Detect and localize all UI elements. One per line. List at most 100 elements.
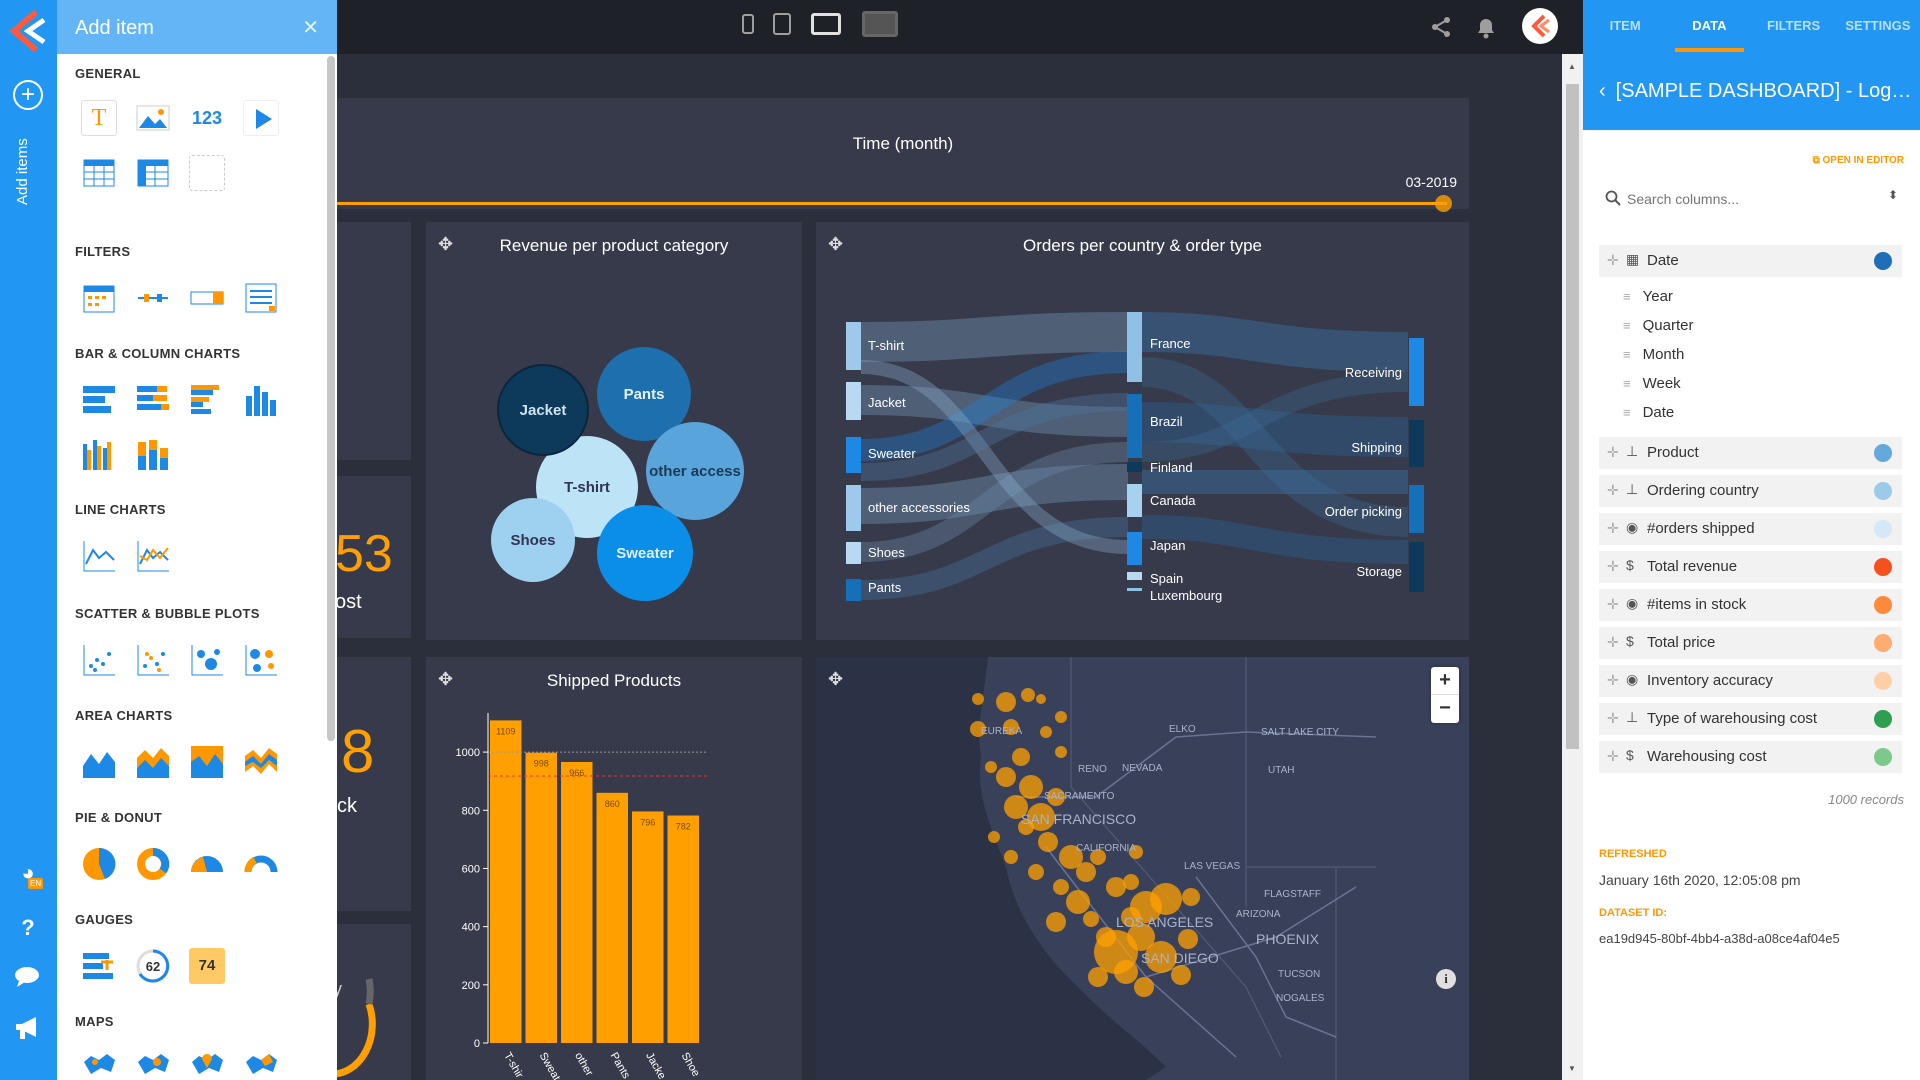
- close-icon[interactable]: ✕: [302, 17, 319, 39]
- bullet-gauge-icon[interactable]: [81, 948, 117, 984]
- column-color-swatch[interactable]: [1874, 748, 1892, 766]
- grouped-column-icon[interactable]: [81, 436, 117, 472]
- line-chart-icon[interactable]: [81, 538, 117, 574]
- pivot-table-icon[interactable]: [135, 155, 171, 191]
- desktop-view-icon[interactable]: [862, 11, 898, 37]
- streamgraph-icon[interactable]: [243, 744, 279, 780]
- list-filter-icon[interactable]: [243, 280, 279, 316]
- map-info-icon[interactable]: i: [1436, 969, 1456, 989]
- app-logo-icon[interactable]: [6, 8, 50, 54]
- move-handle-icon[interactable]: ✥: [438, 234, 454, 254]
- move-handle-icon[interactable]: ✥: [828, 669, 844, 689]
- column-row[interactable]: ✛ ⊥ Ordering country: [1599, 475, 1902, 507]
- expand-icon[interactable]: ✛: [1607, 482, 1619, 498]
- bubble-pants[interactable]: [597, 347, 691, 441]
- bubble-map-icon[interactable]: [135, 1048, 171, 1080]
- tab-data[interactable]: DATA: [1667, 0, 1751, 52]
- column-row[interactable]: ✛ ◉ Inventory accuracy: [1599, 665, 1902, 697]
- scroll-down-icon[interactable]: ▼: [1568, 1064, 1576, 1073]
- open-in-editor-link[interactable]: ⧉ OPEN IN EDITOR: [1813, 155, 1904, 166]
- bubble-other-accessories[interactable]: [646, 422, 744, 520]
- column-row[interactable]: ✛ ⊥ Type of warehousing cost: [1599, 703, 1902, 735]
- expand-icon[interactable]: ✛: [1607, 634, 1619, 650]
- dataset-title[interactable]: [SAMPLE DASHBOARD] - Log…: [1615, 80, 1912, 102]
- number-item-icon[interactable]: 123: [191, 108, 223, 128]
- search-columns[interactable]: ⬍: [1599, 186, 1902, 212]
- scroll-up-icon[interactable]: ▲: [1568, 62, 1576, 71]
- bubble-shoes[interactable]: [491, 498, 575, 582]
- expand-icon[interactable]: ✛: [1607, 672, 1619, 688]
- expand-icon[interactable]: ✛: [1607, 252, 1619, 268]
- text-item-icon[interactable]: T: [81, 100, 117, 136]
- dropdown-filter-icon[interactable]: [189, 280, 225, 316]
- column-row[interactable]: ✛ ⊥ Product: [1599, 437, 1902, 469]
- bar-chart-icon[interactable]: [81, 382, 117, 418]
- column-color-swatch[interactable]: [1874, 444, 1892, 462]
- share-icon[interactable]: [1430, 16, 1452, 38]
- column-color-swatch[interactable]: [1874, 558, 1892, 576]
- column-row[interactable]: ✛ ◉ #items in stock: [1599, 589, 1902, 621]
- half-donut-icon[interactable]: [243, 846, 279, 882]
- date-level-year[interactable]: ≡ Year: [1623, 288, 1673, 305]
- marker-map-icon[interactable]: [189, 1048, 225, 1080]
- column-row[interactable]: ✛ $ Warehousing cost: [1599, 741, 1902, 773]
- map-canvas[interactable]: EUREKA ELKO SALT LAKE CITY RENO NEVADA U…: [816, 657, 1469, 1080]
- megaphone-icon[interactable]: [12, 1015, 44, 1047]
- date-level-quarter[interactable]: ≡ Quarter: [1623, 317, 1693, 334]
- date-level-month[interactable]: ≡ Month: [1623, 346, 1684, 363]
- column-row[interactable]: ✛ $ Total revenue: [1599, 551, 1902, 583]
- add-items-label[interactable]: Add items: [14, 138, 31, 205]
- tablet-view-icon[interactable]: [773, 13, 791, 35]
- column-color-swatch[interactable]: [1874, 672, 1892, 690]
- column-date-color[interactable]: [1874, 252, 1892, 270]
- column-date[interactable]: ✛ ▦ Date: [1599, 245, 1902, 277]
- date-level-week[interactable]: ≡ Week: [1623, 375, 1681, 392]
- page-scroll-thumb[interactable]: [1566, 84, 1579, 749]
- bubble-chart-icon[interactable]: [189, 642, 225, 678]
- page-scrollbar[interactable]: ▲ ▼: [1562, 54, 1583, 1080]
- grouped-bar-icon[interactable]: [189, 382, 225, 418]
- chat-icon[interactable]: [12, 965, 44, 997]
- column-color-swatch[interactable]: [1874, 520, 1892, 538]
- number-gauge-icon[interactable]: 74: [189, 948, 225, 984]
- expand-icon[interactable]: ✛: [1607, 444, 1619, 460]
- user-avatar[interactable]: [1522, 8, 1558, 44]
- column-chart-icon[interactable]: [243, 382, 279, 418]
- add-item-icon[interactable]: +: [13, 80, 43, 110]
- date-filter-icon[interactable]: [81, 280, 117, 316]
- multi-scatter-icon[interactable]: [135, 642, 171, 678]
- expand-icon[interactable]: ✛: [1607, 748, 1619, 764]
- zoom-in-button[interactable]: +: [1431, 667, 1459, 695]
- time-slider-handle[interactable]: [1435, 195, 1452, 212]
- placeholder-item-icon[interactable]: [189, 155, 225, 191]
- half-pie-icon[interactable]: [189, 846, 225, 882]
- bubble-sweater[interactable]: [597, 505, 693, 601]
- map-icon[interactable]: [81, 1048, 117, 1080]
- video-item-icon[interactable]: [243, 100, 279, 136]
- scatter-plot-icon[interactable]: [81, 642, 117, 678]
- help-icon[interactable]: ?: [21, 915, 35, 940]
- multi-bubble-icon[interactable]: [243, 642, 279, 678]
- column-color-swatch[interactable]: [1874, 482, 1892, 500]
- slider-filter-icon[interactable]: [135, 280, 171, 316]
- column-row[interactable]: ✛ ◉ #orders shipped: [1599, 513, 1902, 545]
- phone-view-icon[interactable]: [742, 14, 754, 34]
- panel-scrollbar[interactable]: [327, 56, 335, 741]
- move-handle-icon[interactable]: ✥: [438, 669, 454, 689]
- percent-area-icon[interactable]: [189, 744, 225, 780]
- stacked-area-icon[interactable]: [135, 744, 171, 780]
- move-handle-icon[interactable]: ✥: [828, 234, 844, 254]
- image-item-icon[interactable]: [135, 100, 171, 136]
- tab-settings[interactable]: SETTINGS: [1845, 18, 1911, 33]
- stacked-column-icon[interactable]: [135, 436, 171, 472]
- language-globe-icon[interactable]: ◕ EN: [21, 860, 44, 889]
- column-row[interactable]: ✛ $ Total price: [1599, 627, 1902, 659]
- pie-chart-icon[interactable]: [81, 846, 117, 882]
- sort-icon[interactable]: ⬍: [1887, 188, 1898, 202]
- notification-bell-icon[interactable]: [1475, 15, 1497, 39]
- choropleth-map-icon[interactable]: [243, 1048, 279, 1080]
- expand-icon[interactable]: ✛: [1607, 710, 1619, 726]
- circle-gauge-icon[interactable]: 62: [135, 948, 171, 984]
- zoom-out-button[interactable]: −: [1439, 697, 1451, 719]
- tab-filters[interactable]: FILTERS: [1767, 18, 1821, 33]
